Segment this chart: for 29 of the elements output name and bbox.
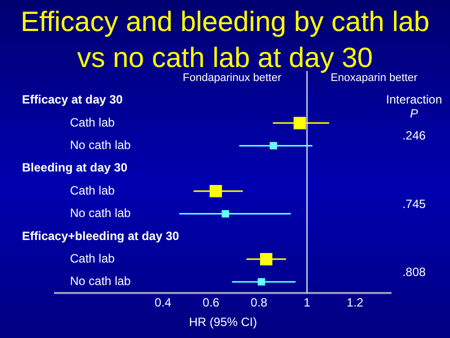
y-tick-label: Cath lab (70, 251, 116, 266)
x-tick-label: 1.2 (346, 296, 364, 310)
y-tick-label: No cath lab (70, 206, 132, 220)
chart-title: Efficacy and bleeding by cath lab vs no cath lab at day 30 (20, 5, 430, 73)
x-tick-label: 1 (304, 296, 311, 310)
point (294, 116, 306, 130)
y-tick-label: No cath lab (70, 138, 132, 152)
annotation: Interaction (386, 92, 442, 107)
y-tick-label: Efficacy at day 30 (22, 92, 124, 107)
x-tick-label: 0.8 (250, 296, 268, 310)
point (210, 184, 222, 198)
text: .808 (402, 264, 426, 279)
y-tick-label: Cath lab (70, 183, 116, 198)
text: .246 (402, 128, 426, 143)
annotation: Enoxaparin better (330, 72, 418, 84)
point (260, 253, 272, 266)
point (270, 142, 278, 150)
point (258, 278, 266, 286)
x-tick-label: 0.4 (154, 296, 172, 310)
y-tick-label: Efficacy+bleeding at day 30 (22, 228, 180, 243)
x-tick-label: 0.6 (202, 296, 220, 310)
annotation: Fondaparinux better (182, 72, 282, 84)
y-tick-label: Bleeding at day 30 (22, 160, 128, 175)
y-tick-label: Cath lab (70, 115, 116, 130)
x-axis-title: HR (95% CI) (188, 315, 258, 330)
text: .745 (402, 196, 426, 211)
text: P (410, 106, 418, 121)
y-tick-label: No cath lab (70, 274, 132, 288)
point (222, 210, 230, 218)
